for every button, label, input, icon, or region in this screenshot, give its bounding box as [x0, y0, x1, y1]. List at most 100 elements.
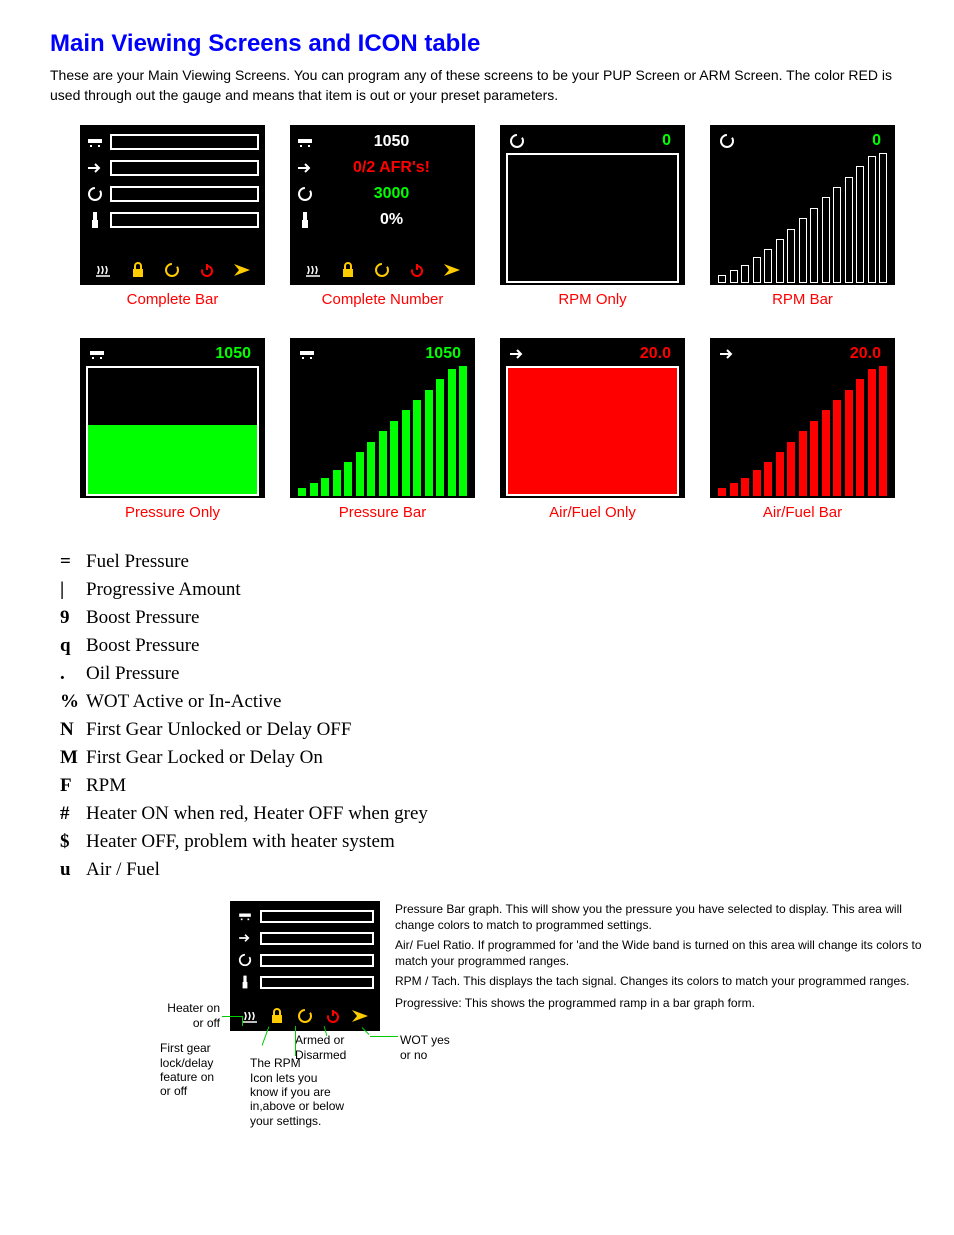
fill-box — [506, 366, 679, 496]
screen-complete-bar — [80, 125, 265, 285]
icon-symbol: N — [60, 719, 86, 741]
bar — [879, 153, 887, 283]
cell-complete-number: 1050 0/2 AFR's! 3000 0% Complete Number — [290, 125, 475, 308]
icon-table: =Fuel Pressure |Progressive Amount 9Boost … — [60, 551, 904, 881]
rpm-icon — [236, 951, 254, 969]
bar — [845, 177, 853, 284]
caption: Air/Fuel Only — [549, 504, 636, 521]
label-heater: Heater on or off — [150, 1001, 220, 1030]
bar-chart — [716, 153, 889, 283]
cell-pressure-only: 1050 Pressure Only — [80, 338, 265, 521]
side-text: Pressure Bar graph. This will show you t… — [395, 901, 935, 933]
afr-icon — [508, 345, 526, 363]
bar — [810, 208, 818, 283]
heater-icon — [241, 1007, 259, 1025]
icon-symbol: q — [60, 635, 86, 657]
val: 0 — [526, 132, 677, 150]
side-text: RPM / Tach. This displays the tach signa… — [395, 973, 954, 989]
bar — [413, 400, 421, 496]
bar — [448, 369, 456, 496]
bar — [787, 442, 795, 497]
afr-icon — [296, 159, 314, 177]
bar — [741, 265, 749, 283]
rpm-icon — [373, 261, 391, 279]
wot-icon — [351, 1007, 369, 1025]
bar — [459, 366, 467, 496]
icon-table-row: #Heater ON when red, Heater OFF when gre… — [60, 803, 904, 825]
icon-symbol: % — [60, 691, 86, 713]
bar — [390, 421, 398, 496]
caption: Pressure Bar — [339, 504, 427, 521]
bar — [298, 488, 306, 496]
label-wot: WOT yes or no — [400, 1033, 470, 1062]
screens-grid: Complete Bar 1050 0/2 AFR's! 3000 0% Com… — [80, 125, 904, 521]
val: 0% — [314, 211, 469, 229]
icon-table-row: NFirst Gear Unlocked or Delay OFF — [60, 719, 904, 741]
bar — [776, 239, 784, 283]
caption: Complete Bar — [127, 291, 219, 308]
icon-symbol: = — [60, 551, 86, 573]
bar-chart — [296, 366, 469, 496]
icon-symbol: 9 — [60, 607, 86, 629]
rpm-icon — [163, 261, 181, 279]
bar — [753, 470, 761, 496]
bar — [776, 452, 784, 496]
rpm-icon — [296, 185, 314, 203]
icon-desc: Oil Pressure — [86, 663, 904, 685]
rpm-icon — [508, 132, 526, 150]
icon-table-row: .Oil Pressure — [60, 663, 904, 685]
lock-icon — [339, 261, 357, 279]
label-rpm: The RPM Icon lets you know if you are in… — [250, 1056, 360, 1128]
cell-af-bar: 20.0 Air/Fuel Bar — [710, 338, 895, 521]
val: 1050 — [314, 133, 469, 151]
caption: Pressure Only — [125, 504, 220, 521]
icon-desc: Fuel Pressure — [86, 551, 904, 573]
bar — [425, 390, 433, 497]
icon-table-row: |Progressive Amount — [60, 579, 904, 601]
bar — [333, 470, 341, 496]
cell-complete-bar: Complete Bar — [80, 125, 265, 308]
bar — [810, 421, 818, 496]
icon-symbol: u — [60, 859, 86, 881]
icon-desc: First Gear Unlocked or Delay OFF — [86, 719, 904, 741]
bar — [764, 462, 772, 496]
icon-table-row: =Fuel Pressure — [60, 551, 904, 573]
rpm-icon — [86, 185, 104, 203]
caption: RPM Bar — [772, 291, 833, 308]
wot-icon — [443, 261, 461, 279]
bar — [787, 229, 795, 284]
screen-af-only: 20.0 — [500, 338, 685, 498]
bar — [822, 197, 830, 283]
bar — [845, 390, 853, 497]
fill-box — [86, 366, 259, 496]
pressure-icon — [88, 345, 106, 363]
bar — [741, 478, 749, 496]
icon-table-row: uAir / Fuel — [60, 859, 904, 881]
power-icon — [198, 261, 216, 279]
screen-rpm-only: 0 — [500, 125, 685, 285]
icon-symbol: . — [60, 663, 86, 685]
icon-symbol: F — [60, 775, 86, 797]
power-icon — [408, 261, 426, 279]
bar — [310, 483, 318, 496]
bar — [367, 442, 375, 497]
bar — [822, 410, 830, 496]
bar — [833, 400, 841, 496]
val: 20.0 — [736, 345, 887, 363]
caption: Complete Number — [322, 291, 444, 308]
cell-pressure-bar: 1050 Pressure Bar — [290, 338, 475, 521]
bar — [868, 156, 876, 283]
icon-table-row: qBoost Pressure — [60, 635, 904, 657]
bar — [356, 452, 364, 496]
wot-icon — [233, 261, 251, 279]
icon-desc: Boost Pressure — [86, 635, 904, 657]
bar — [799, 431, 807, 496]
val: 20.0 — [526, 345, 677, 363]
bar — [879, 366, 887, 496]
screen-rpm-bar: 0 — [710, 125, 895, 285]
icon-table-row: FRPM — [60, 775, 904, 797]
pressure-icon — [236, 907, 254, 925]
bar-chart — [716, 366, 889, 496]
bar — [718, 488, 726, 496]
icon-desc: First Gear Locked or Delay On — [86, 747, 904, 769]
